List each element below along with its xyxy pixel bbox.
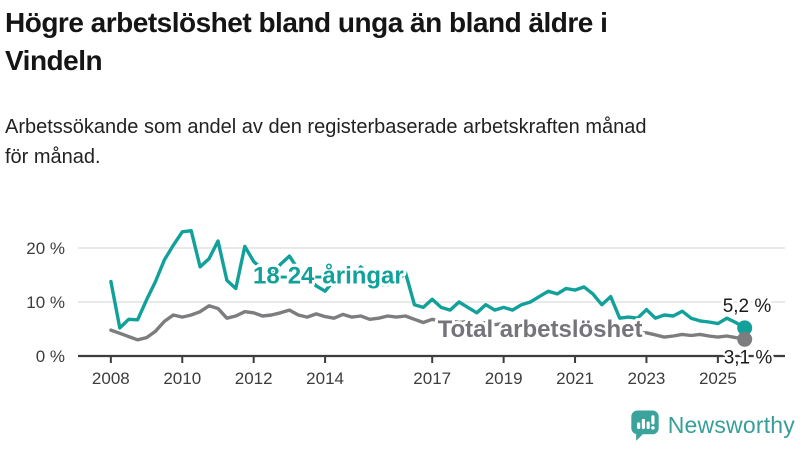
series-line-youth [109, 229, 747, 330]
x-tick-label: 2010 [163, 369, 201, 388]
newsworthy-logo[interactable]: Newsworthy [630, 407, 795, 443]
series-endpoint-youth [737, 320, 753, 336]
x-tick-label: 2008 [92, 369, 130, 388]
series-end-value-total: 3,1 % [724, 347, 773, 368]
y-tick-label: 20 % [26, 239, 65, 258]
x-tick-label: 2012 [235, 369, 273, 388]
series-label-total: Total arbetslöshet [438, 316, 643, 343]
chart-subtitle: Arbetssökande som andel av den registerb… [5, 112, 790, 172]
series-endpoint-total [737, 331, 753, 347]
x-tick-label: 2021 [556, 369, 594, 388]
y-tick-label: 0 % [36, 347, 65, 366]
x-tick-label: 2023 [628, 369, 666, 388]
y-tick-label: 10 % [26, 293, 65, 312]
x-tick-label: 2014 [306, 369, 344, 388]
page-title-line-1: Högre arbetslöshet bland unga än bland ä… [5, 7, 608, 38]
series-line-total [109, 304, 747, 342]
series-end-value-youth: 5,2 % [723, 296, 772, 317]
chart-subtitle-line-1: Arbetssökande som andel av den registerb… [5, 116, 647, 138]
unemployment-line-chart: 0 % 10 % 20 % 2008 2010 2012 2014 2017 2019 2021 2… [26, 229, 785, 388]
newsworthy-wordmark: Newsworthy [667, 411, 795, 438]
newsworthy-logo-icon [631, 410, 659, 441]
series-label-youth: 18-24-åringar [253, 263, 404, 290]
page-title-line-2: Vindeln [5, 45, 103, 76]
page-title: Högre arbetslöshet bland unga än bland ä… [5, 4, 785, 80]
x-tick-label: 2019 [485, 369, 523, 388]
chart-subtitle-line-2: för månad. [5, 146, 101, 168]
x-tick-label: 2025 [699, 369, 737, 388]
x-tick-label: 2017 [413, 369, 451, 388]
